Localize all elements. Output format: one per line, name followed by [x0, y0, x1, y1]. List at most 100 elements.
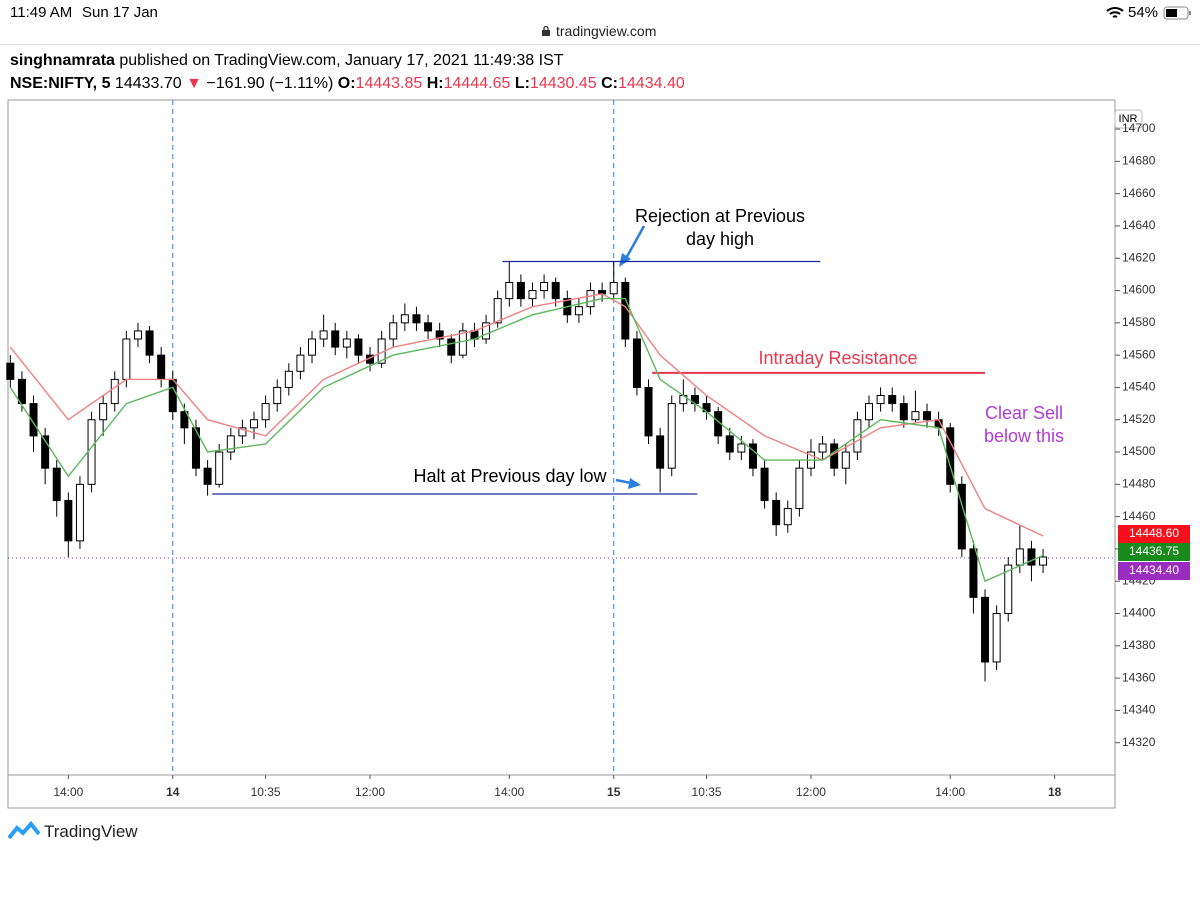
annotation: Rejection at Previous [635, 206, 805, 226]
y-tick-label: 14380 [1122, 638, 1156, 652]
currency-badge[interactable] [1114, 109, 1143, 129]
y-tick-label: 14400 [1122, 606, 1156, 620]
candle-body [354, 338, 363, 356]
o-label: O: [337, 75, 356, 92]
x-tick-label: 14 [166, 785, 180, 799]
battery-text: 54% [1128, 4, 1159, 21]
candle-body [540, 281, 549, 292]
candle-body [6, 362, 15, 380]
chart: INR 143201434014360143801440014420144401… [6, 99, 1190, 809]
candle-body [261, 403, 270, 421]
candle-body [458, 330, 467, 356]
candle-body [516, 281, 525, 300]
y-tick-label: 14680 [1122, 154, 1156, 168]
candle-body [400, 314, 409, 324]
y-tick-label: 14560 [1122, 347, 1156, 361]
y-tick-label: 14700 [1122, 121, 1156, 135]
candle-body [412, 314, 421, 324]
x-tick-label: 12:00 [355, 785, 385, 799]
candle-body [586, 290, 595, 308]
symbol-line: NSE:NIFTY, 5 14433.70 ▼ −161.90 (−1.11%)… [10, 75, 685, 93]
price-label-box [1118, 543, 1190, 561]
x-tick-label: 10:35 [692, 785, 722, 799]
candle-body [888, 395, 897, 405]
price-label-box [1118, 562, 1190, 580]
candle-body [319, 330, 328, 340]
candle-body [969, 548, 978, 598]
x-tick-label: 12:00 [796, 785, 826, 799]
candle-body [226, 435, 235, 453]
candle-body [923, 411, 932, 421]
candle-body [644, 386, 653, 437]
candle-body [308, 338, 317, 356]
candle-body [1027, 548, 1036, 566]
candle-body [64, 499, 73, 542]
y-tick-label: 14340 [1122, 703, 1156, 717]
annotation: day high [686, 229, 754, 249]
arrowhead [628, 478, 641, 489]
candle-body [505, 281, 514, 300]
c-value: 14434.40 [618, 75, 685, 92]
candle-body [981, 596, 990, 663]
wifi-icon [1106, 7, 1124, 18]
candle-body [191, 427, 200, 469]
change: −161.90 (−1.11%) [206, 75, 334, 92]
candle-body [250, 419, 258, 429]
candle-body [145, 330, 154, 356]
price-label: 14448.60 [1129, 526, 1179, 540]
candle-body [528, 290, 537, 300]
y-tick-label: 14360 [1122, 670, 1156, 684]
candle-body [273, 386, 282, 405]
publisher: singhnamrata [10, 52, 115, 69]
y-tick-label: 14620 [1122, 250, 1156, 264]
price-label: 14436.75 [1129, 544, 1179, 558]
x-tick-label: 14:00 [494, 785, 524, 799]
candle-body [296, 354, 305, 372]
candle-body [667, 403, 676, 469]
candle-body [865, 403, 873, 421]
status-date: Sun 17 Jan [82, 4, 158, 21]
last-price: 14433.70 [114, 75, 182, 92]
annotation: below this [984, 426, 1064, 446]
candle-body [876, 395, 885, 405]
candle-body [1015, 548, 1024, 566]
candle-body [238, 427, 247, 437]
candle-body [389, 322, 398, 340]
candle-body [435, 330, 444, 340]
candle-body [133, 330, 142, 340]
h-label: H: [426, 75, 444, 92]
l-label: L: [514, 75, 530, 92]
candle-body [1039, 556, 1048, 566]
candle-body [87, 419, 96, 485]
candle-body [17, 378, 26, 405]
candle-body [99, 403, 108, 421]
candle-body [992, 613, 1001, 663]
moving-average [9, 293, 1044, 537]
candle-body [41, 435, 50, 469]
currency: INR [1119, 113, 1138, 125]
candle-body [632, 338, 641, 388]
x-tick-label: 18 [1048, 785, 1062, 799]
candle-body [772, 499, 781, 526]
candle-body [1004, 564, 1013, 615]
candle-body [737, 443, 746, 453]
candle-body [748, 443, 757, 469]
l-value: 14430.45 [529, 75, 597, 92]
candle-body [656, 435, 665, 469]
y-tick-label: 14640 [1122, 218, 1156, 232]
symbol: NSE:NIFTY, 5 [10, 75, 111, 92]
y-tick-label: 14540 [1122, 380, 1156, 394]
url[interactable]: tradingview.com [556, 23, 657, 39]
candle-body [841, 451, 850, 469]
candle-body [215, 451, 224, 485]
publish-line: singhnamrata published on TradingView.co… [10, 52, 564, 70]
candle-body [424, 322, 433, 332]
candle-body [760, 467, 769, 501]
candle-body [110, 378, 119, 405]
annotation: Intraday Resistance [758, 348, 917, 368]
separator [0, 44, 1200, 45]
candle-body [284, 370, 293, 388]
brand: TradingView [44, 822, 138, 841]
candle-body [157, 354, 166, 380]
